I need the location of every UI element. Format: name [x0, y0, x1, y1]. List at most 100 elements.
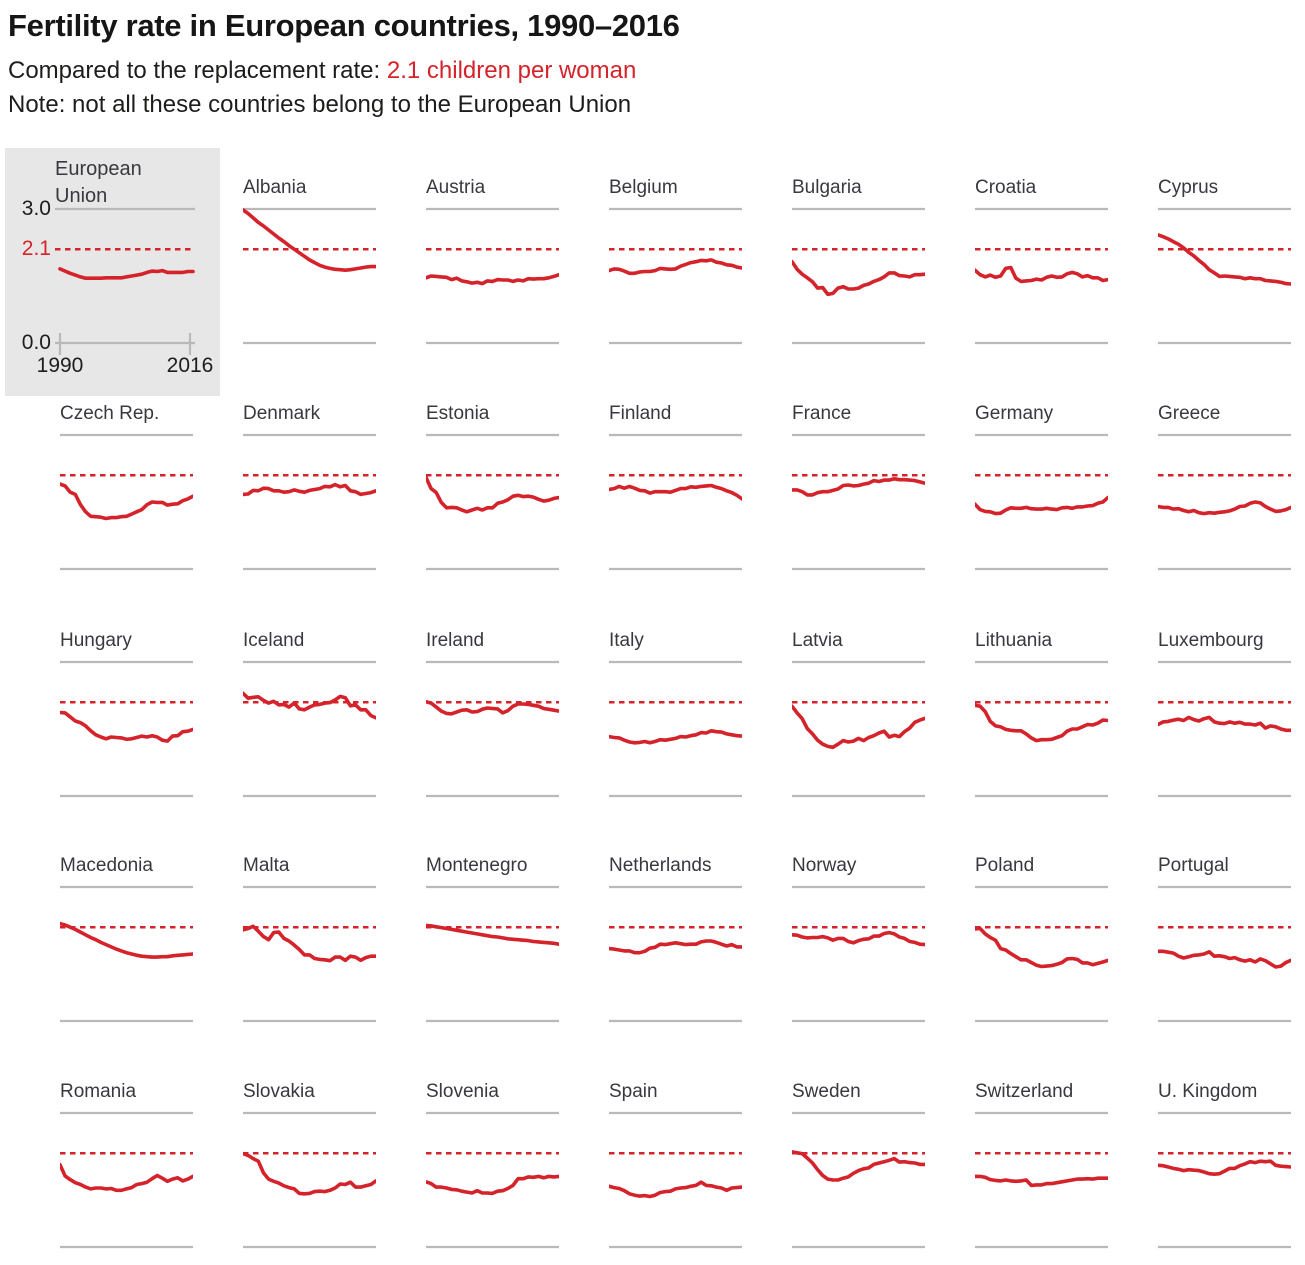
- panel-title: Lithuania: [975, 630, 1053, 651]
- panel-spain: Spain: [609, 1053, 742, 1253]
- panel-chart-svg: [609, 433, 742, 571]
- fertility-line: [1158, 500, 1291, 516]
- panel-chart-svg: [426, 433, 559, 571]
- fertility-line: [609, 939, 742, 955]
- panel-chart-svg: [975, 433, 1108, 571]
- panel-poland: Poland: [975, 827, 1108, 1027]
- panel-title: Estonia: [426, 403, 490, 424]
- fertility-line: [792, 930, 925, 947]
- panel-title: Switzerland: [975, 1081, 1074, 1102]
- y-axis-label-2-1: 2.1: [21, 237, 51, 260]
- replacement-rate-highlight: 2.1 children per woman: [386, 57, 637, 84]
- panel-chart-svg: [792, 433, 925, 571]
- panel-chart-svg: [426, 660, 559, 798]
- panel-title: Latvia: [792, 630, 843, 651]
- panel-title: Albania: [243, 177, 307, 198]
- panel-chart-svg: [426, 885, 559, 1023]
- panel-latvia: Latvia: [792, 602, 925, 802]
- panel-title: Slovenia: [426, 1081, 499, 1102]
- panel-austria: Austria: [426, 149, 559, 349]
- panel-title: Sweden: [792, 1081, 861, 1102]
- panel-title: Macedonia: [60, 855, 153, 876]
- panel-finland: Finland: [609, 375, 742, 575]
- fertility-line: [609, 258, 742, 276]
- fertility-line: [1158, 949, 1291, 969]
- header: Fertility rate in European countries, 19…: [8, 8, 680, 122]
- fertility-line: [792, 259, 925, 297]
- panel-title: Poland: [975, 855, 1035, 876]
- panel-chart-svg: [1158, 660, 1291, 798]
- page-title: Fertility rate in European countries, 19…: [8, 8, 680, 43]
- panel-title-line2: Union: [55, 185, 108, 207]
- panel-denmark: Denmark: [243, 375, 376, 575]
- panel-netherlands: Netherlands: [609, 827, 742, 1027]
- panel-montenegro: Montenegro: [426, 827, 559, 1027]
- panel-title-line1: European: [55, 158, 142, 180]
- panel-chart-svg: [975, 1111, 1108, 1249]
- panel-title: Czech Rep.: [60, 403, 160, 424]
- panel-chart-svg: [975, 660, 1108, 798]
- panel-title: Luxembourg: [1158, 630, 1264, 651]
- fertility-line: [792, 704, 925, 750]
- panel-chart-svg: [792, 207, 925, 345]
- panel-title: Italy: [609, 630, 644, 651]
- panel-chart-svg: [609, 885, 742, 1023]
- panel-title: Hungary: [60, 630, 132, 651]
- panel-chart-svg: [243, 660, 376, 798]
- panel-title: Slovakia: [243, 1081, 315, 1102]
- panel-title: Norway: [792, 855, 857, 876]
- fertility-line: [975, 495, 1108, 516]
- fertility-line: [426, 272, 559, 286]
- note: Note: not all these countries belong to …: [8, 91, 632, 118]
- panel-title: Cyprus: [1158, 177, 1219, 198]
- fertility-line: [243, 1151, 376, 1196]
- panel-title: Croatia: [975, 177, 1037, 198]
- fertility-line: [243, 691, 376, 720]
- panel-title: Romania: [60, 1081, 137, 1102]
- panel-title: Portugal: [1158, 855, 1229, 876]
- panel-title: Denmark: [243, 403, 321, 424]
- panel-chart-svg: [609, 207, 742, 345]
- panel-croatia: Croatia: [975, 149, 1108, 349]
- panel-slovakia: Slovakia: [243, 1053, 376, 1253]
- fertility-line: [1158, 1159, 1291, 1176]
- panel-switzerland: Switzerland: [975, 1053, 1108, 1253]
- fertility-line: [60, 710, 193, 743]
- fertility-line: [426, 475, 559, 514]
- panel-title: Iceland: [243, 630, 305, 651]
- fertility-line: [1158, 233, 1291, 286]
- fertility-line: [426, 1174, 559, 1196]
- panel-title: European Union: [55, 156, 142, 210]
- fertility-line: [243, 208, 376, 272]
- panel-ireland: Ireland: [426, 602, 559, 802]
- panel-chart-svg: [60, 433, 193, 571]
- panel-title: Spain: [609, 1081, 658, 1102]
- panel-slovenia: Slovenia: [426, 1053, 559, 1253]
- panel-chart-svg: [792, 1111, 925, 1249]
- fertility-line: [60, 1162, 193, 1193]
- fertility-line: [609, 483, 742, 501]
- panel-chart-svg: [243, 207, 376, 345]
- panel-chart-svg: [792, 885, 925, 1023]
- fertility-line: [58, 267, 195, 280]
- panel-czech-rep: Czech Rep.: [60, 375, 193, 575]
- panel-chart-svg: [1158, 207, 1291, 345]
- fertility-line: [609, 729, 742, 745]
- fertility-line: [426, 923, 559, 946]
- panel-bulgaria: Bulgaria: [792, 149, 925, 349]
- panel-chart-svg: [1158, 433, 1291, 571]
- panel-title: Belgium: [609, 177, 678, 198]
- panel-title: France: [792, 403, 852, 424]
- panel-belgium: Belgium: [609, 149, 742, 349]
- eu-chart-svg: [55, 207, 195, 355]
- fertility-line: [792, 1150, 925, 1182]
- panel-hungary: Hungary: [60, 602, 193, 802]
- panel-chart-svg: [1158, 885, 1291, 1023]
- x-axis-label-2016: 2016: [166, 354, 214, 377]
- panel-title: Germany: [975, 403, 1054, 424]
- panel-lithuania: Lithuania: [975, 602, 1108, 802]
- panel-u-kingdom: U. Kingdom: [1158, 1053, 1291, 1253]
- panel-portugal: Portugal: [1158, 827, 1291, 1027]
- panel-chart-svg: [609, 1111, 742, 1249]
